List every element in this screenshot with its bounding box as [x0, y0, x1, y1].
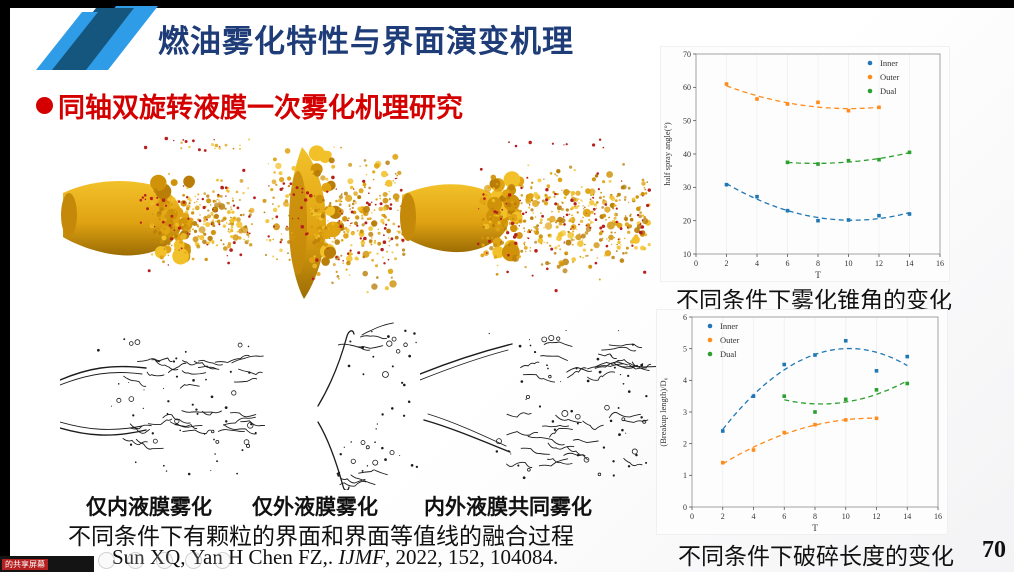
- spray-render-outer-film: [262, 145, 406, 299]
- overlay-toolbar-button[interactable]: [214, 552, 231, 569]
- header-arrow-decoration: [36, 6, 158, 70]
- svg-text:8: 8: [813, 512, 817, 521]
- page-title: 燃油雾化特性与界面演变机理: [158, 24, 574, 59]
- svg-text:Dual: Dual: [720, 349, 737, 359]
- overlay-toolbar-button[interactable]: [127, 552, 144, 569]
- section-heading-row: 同轴双旋转液膜一次雾化机理研究: [36, 86, 463, 125]
- chart-caption-breakup-length: 不同条件下破碎长度的变化: [678, 544, 954, 569]
- chart-panel-breakup-length: 0 2 4 6 8 10 12 14 16 0 1 2 3 4 5 6 T (Breakup length)/D₀…: [656, 309, 948, 535]
- svg-text:T: T: [812, 524, 818, 534]
- svg-text:T: T: [815, 271, 821, 281]
- interface-contour-inner: [60, 338, 265, 476]
- svg-text:Outer: Outer: [880, 72, 900, 82]
- svg-text:30: 30: [683, 183, 691, 192]
- figure-caption: 不同条件下有颗粒的界面和界面等值线的融合过程: [68, 524, 574, 549]
- svg-text:5: 5: [683, 344, 687, 353]
- svg-text:20: 20: [683, 216, 691, 225]
- svg-text:60: 60: [683, 83, 691, 92]
- page-number: 70: [982, 537, 1006, 563]
- citation-volume: , 2022, 152, 104084.: [385, 545, 559, 569]
- interface-contour-outer: [317, 322, 419, 490]
- spray-render-dual-film: [400, 138, 651, 293]
- svg-text:70: 70: [683, 50, 691, 59]
- svg-text:6: 6: [683, 313, 687, 322]
- svg-text:4: 4: [752, 512, 756, 521]
- svg-text:0: 0: [690, 512, 694, 521]
- svg-text:6: 6: [782, 512, 786, 521]
- interface-contour-dual: [420, 329, 657, 480]
- svg-text:(Breakup length)/D₀: (Breakup length)/D₀: [658, 377, 668, 446]
- top-black-bar: [0, 0, 1014, 8]
- svg-text:2: 2: [683, 439, 687, 448]
- svg-text:10: 10: [842, 512, 850, 521]
- svg-text:10: 10: [683, 250, 691, 259]
- chart-caption-spray-angle: 不同条件下雾化锥角的变化: [676, 288, 952, 313]
- svg-text:14: 14: [903, 512, 911, 521]
- svg-text:6: 6: [786, 259, 790, 268]
- svg-text:0: 0: [683, 503, 687, 512]
- svg-text:12: 12: [873, 512, 881, 521]
- svg-text:3: 3: [683, 408, 687, 417]
- svg-text:1: 1: [683, 471, 687, 480]
- svg-text:12: 12: [875, 259, 883, 268]
- overlay-toolbar-button[interactable]: [156, 552, 173, 569]
- figure-label-dual: 内外液膜共同雾化: [424, 496, 592, 519]
- section-heading: 同轴双旋转液膜一次雾化机理研究: [58, 93, 463, 123]
- svg-text:Inner: Inner: [880, 58, 898, 68]
- svg-text:16: 16: [934, 512, 942, 521]
- figure-label-outer: 仅外液膜雾化: [252, 496, 378, 519]
- svg-text:10: 10: [845, 259, 853, 268]
- spray-render-inner-film: [61, 136, 256, 273]
- svg-text:Outer: Outer: [720, 335, 740, 345]
- svg-text:4: 4: [683, 376, 687, 385]
- svg-text:4: 4: [755, 259, 759, 268]
- citation-journal: IJMF: [338, 545, 386, 569]
- share-screen-chip: 的共享屏幕: [0, 556, 94, 572]
- svg-text:50: 50: [683, 116, 691, 125]
- share-screen-badge: 的共享屏幕: [2, 558, 48, 570]
- overlay-toolbar-button[interactable]: [98, 552, 115, 569]
- svg-text:Inner: Inner: [720, 321, 738, 331]
- svg-text:half spray angle(°): half spray angle(°): [662, 122, 672, 186]
- svg-text:2: 2: [725, 259, 729, 268]
- svg-text:2: 2: [721, 512, 725, 521]
- figure-label-inner: 仅内液膜雾化: [86, 496, 212, 519]
- overlay-toolbar-button[interactable]: [185, 552, 202, 569]
- overlay-annotation-toolbar: [98, 552, 231, 569]
- svg-text:0: 0: [694, 259, 698, 268]
- left-black-bar: [0, 0, 10, 572]
- svg-text:14: 14: [906, 259, 914, 268]
- svg-text:16: 16: [936, 259, 944, 268]
- svg-text:Dual: Dual: [880, 86, 897, 96]
- bullet-dot-icon: [36, 97, 53, 114]
- svg-text:8: 8: [816, 259, 820, 268]
- svg-text:40: 40: [683, 150, 691, 159]
